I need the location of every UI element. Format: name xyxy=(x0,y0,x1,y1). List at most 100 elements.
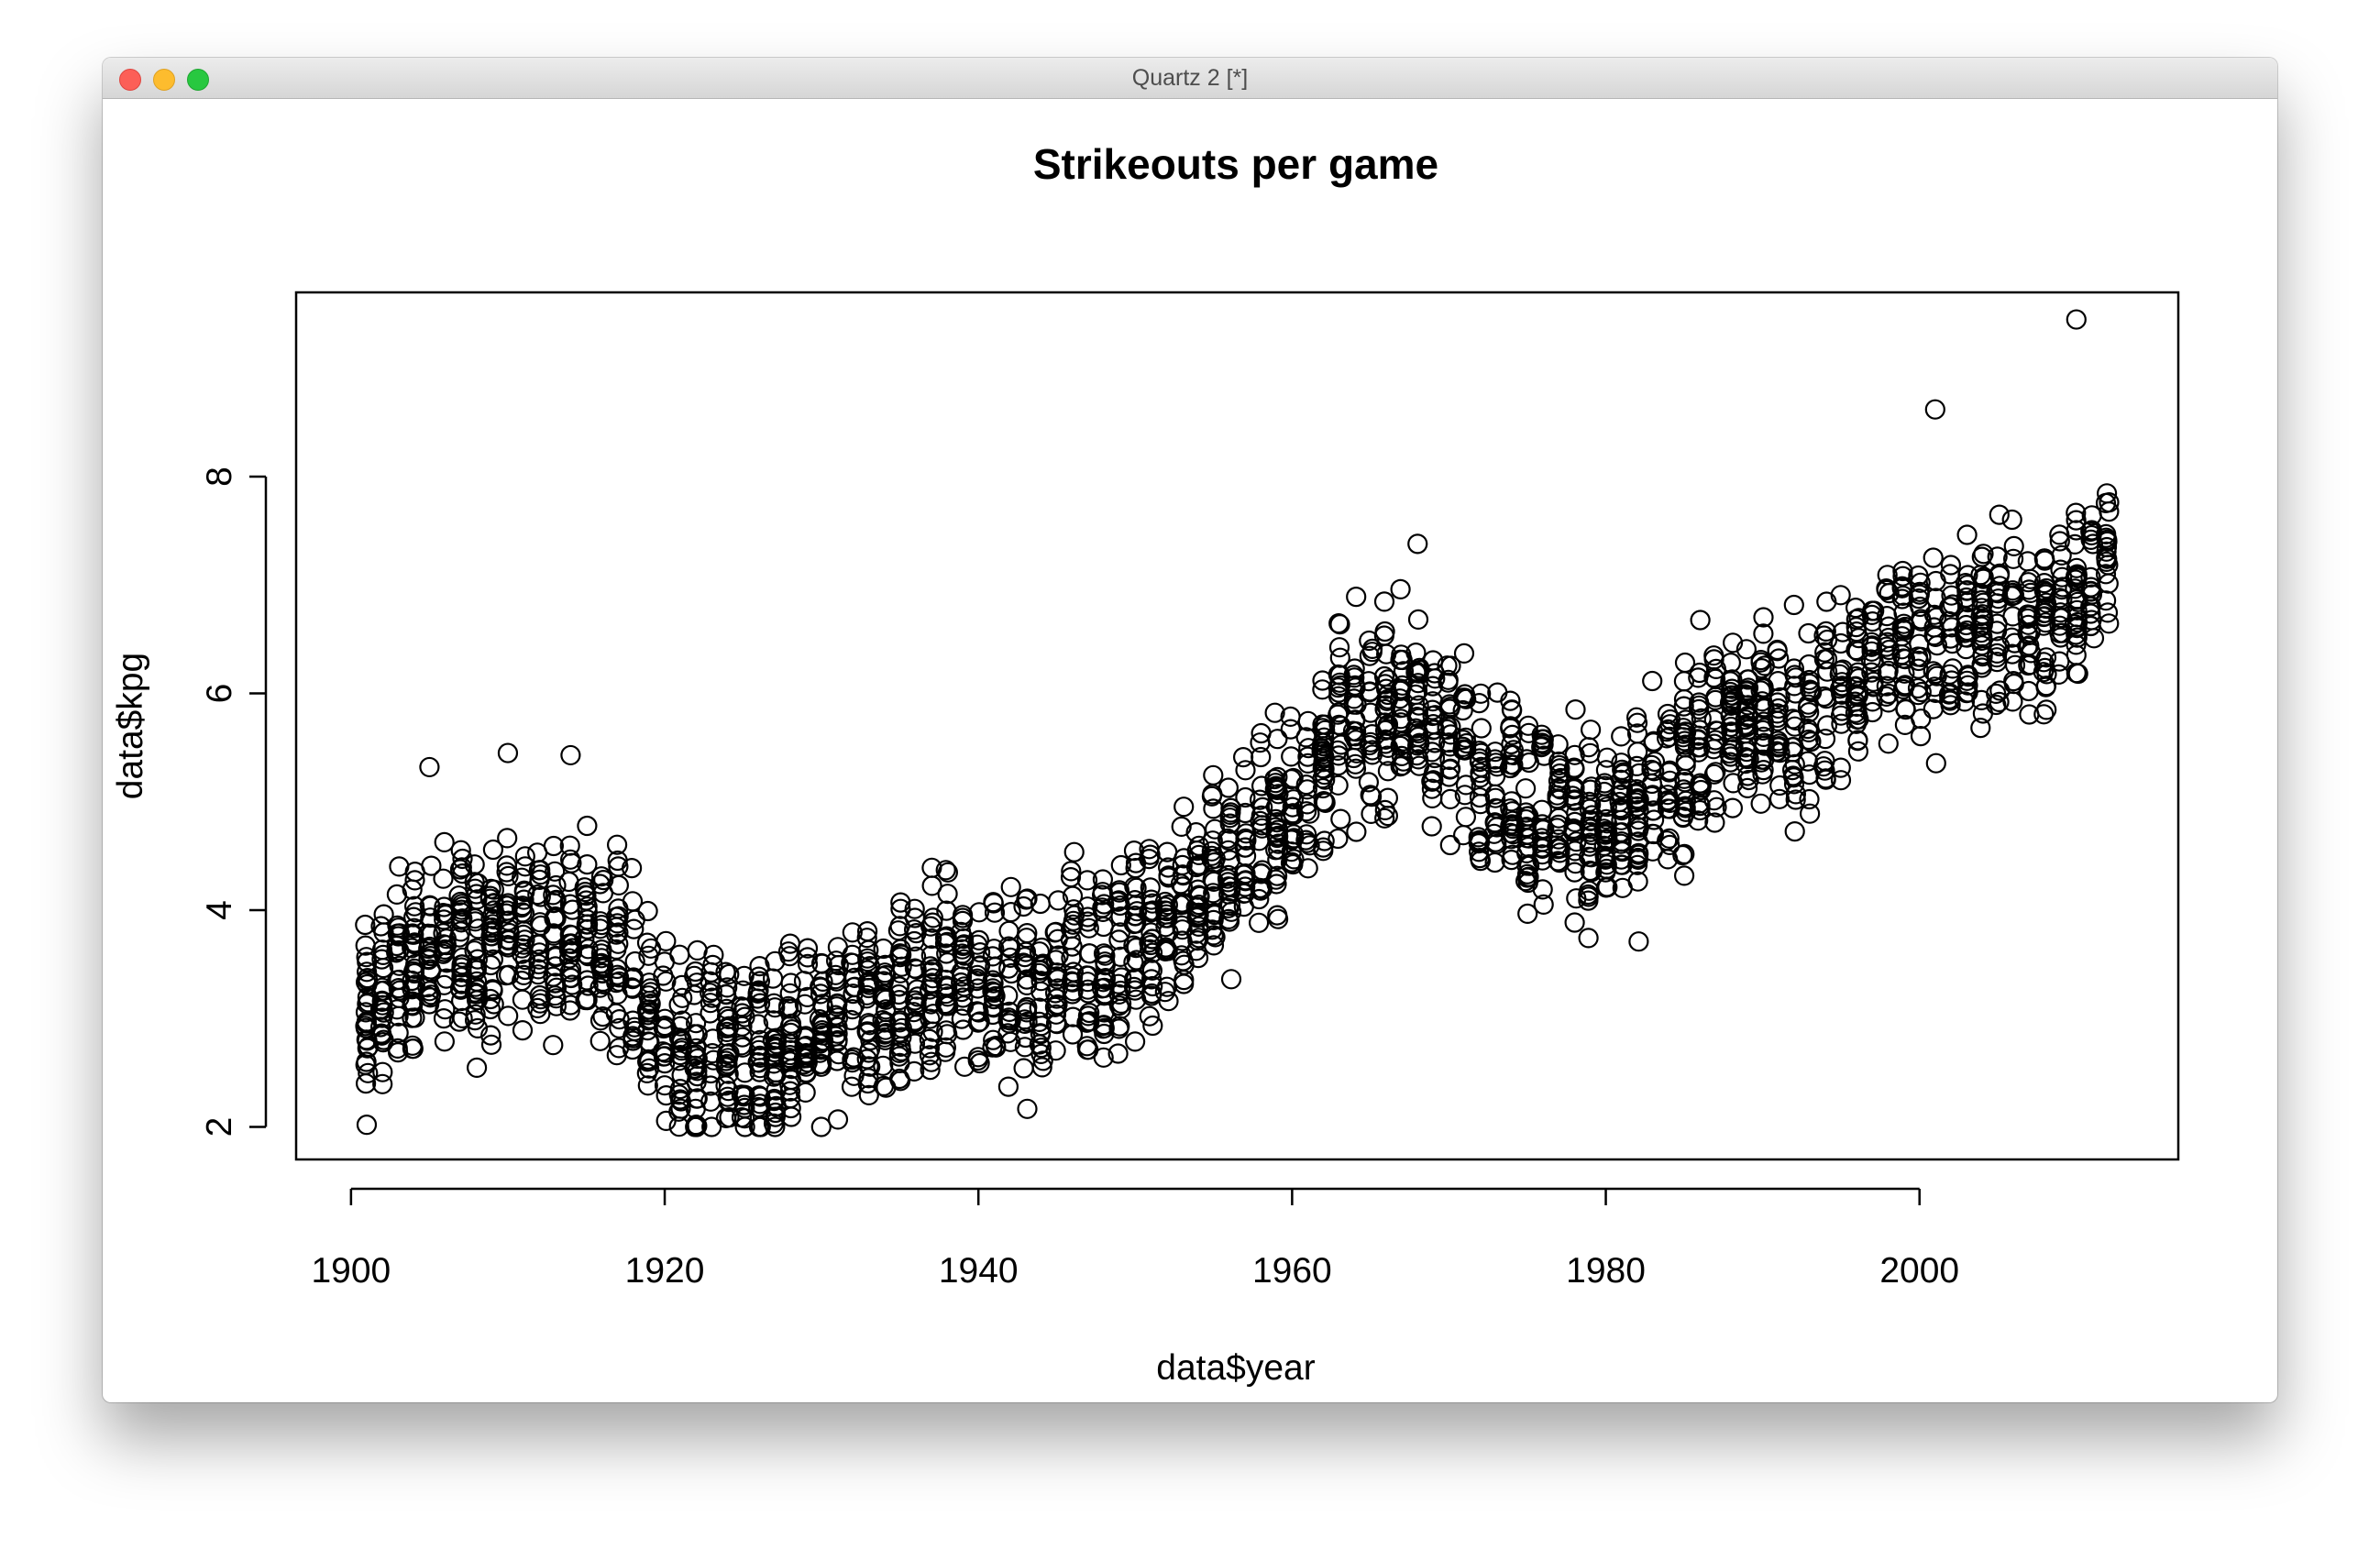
data-point xyxy=(1140,877,1161,898)
data-point xyxy=(605,1003,626,1024)
data-point xyxy=(1847,685,1868,707)
data-point xyxy=(1266,865,1288,886)
data-point xyxy=(465,957,486,978)
data-point xyxy=(654,1052,676,1074)
data-point xyxy=(1154,982,1175,1003)
data-point xyxy=(2003,548,2024,569)
data-point xyxy=(1187,947,1209,969)
data-point xyxy=(606,939,627,961)
data-point xyxy=(920,1008,941,1029)
data-point xyxy=(1986,694,2007,716)
data-point xyxy=(969,1052,990,1074)
data-point xyxy=(717,1053,738,1075)
data-point xyxy=(1799,803,1821,824)
data-point xyxy=(1235,760,1256,781)
data-point xyxy=(1516,863,1538,884)
data-point xyxy=(1910,725,1932,747)
data-point xyxy=(2066,309,2087,330)
data-point xyxy=(967,1049,988,1071)
data-point xyxy=(1281,768,1302,790)
data-point xyxy=(402,879,423,900)
data-point xyxy=(968,902,990,923)
data-point xyxy=(1783,767,1804,788)
data-point xyxy=(1613,762,1634,783)
data-point xyxy=(969,941,991,963)
data-point xyxy=(1438,672,1459,693)
data-point xyxy=(1565,698,1586,720)
data-point xyxy=(1422,650,1444,671)
data-point xyxy=(1314,830,1335,851)
data-point xyxy=(936,1020,957,1041)
data-point xyxy=(512,924,534,946)
zoom-button[interactable] xyxy=(187,69,209,91)
data-point xyxy=(560,967,581,989)
data-point xyxy=(1329,647,1350,668)
data-point xyxy=(482,949,503,970)
data-point xyxy=(1923,625,1945,646)
data-point xyxy=(1456,688,1477,709)
data-point xyxy=(1470,767,1491,788)
data-point xyxy=(1063,841,1085,862)
data-point xyxy=(935,860,956,881)
data-point xyxy=(1251,775,1273,796)
data-point xyxy=(1722,797,1744,818)
data-point xyxy=(1722,669,1743,690)
data-point xyxy=(1218,911,1240,932)
data-point xyxy=(1861,662,1882,683)
data-point xyxy=(355,914,376,936)
data-point xyxy=(1078,917,1099,939)
data-point xyxy=(483,879,504,900)
data-point xyxy=(686,1115,707,1136)
data-point xyxy=(1110,993,1132,1015)
data-point xyxy=(1784,716,1805,737)
data-point xyxy=(1439,788,1461,810)
data-point xyxy=(1016,974,1038,996)
data-point xyxy=(1172,854,1193,876)
data-point xyxy=(2098,573,2119,594)
minimize-button[interactable] xyxy=(153,69,175,91)
data-point xyxy=(1658,828,1680,849)
data-point xyxy=(734,1097,755,1119)
data-point xyxy=(1393,661,1415,682)
data-point xyxy=(1892,560,1913,582)
data-point xyxy=(1972,626,1993,647)
data-point xyxy=(1030,1023,1051,1044)
data-point xyxy=(1815,768,1836,789)
data-point xyxy=(1750,793,1771,814)
data-point xyxy=(921,875,942,896)
data-point xyxy=(1735,737,1756,758)
chart-title: Strikeouts per game xyxy=(1033,140,1438,188)
data-point xyxy=(1455,807,1477,828)
data-point xyxy=(1110,946,1131,968)
data-point xyxy=(403,933,425,955)
close-button[interactable] xyxy=(119,69,141,91)
data-point xyxy=(371,1025,392,1046)
data-point xyxy=(1312,777,1334,799)
data-point xyxy=(986,1037,1007,1058)
data-point xyxy=(420,987,441,1008)
title-bar[interactable]: Quartz 2 [*] xyxy=(103,58,2277,99)
data-point xyxy=(577,815,598,837)
data-point xyxy=(702,954,723,976)
data-point xyxy=(1487,682,1508,703)
data-point xyxy=(2095,564,2117,585)
data-point xyxy=(747,1014,769,1035)
data-point xyxy=(1799,788,1820,810)
data-point xyxy=(966,970,987,992)
data-point xyxy=(1564,862,1585,883)
data-point xyxy=(1249,888,1270,910)
data-point xyxy=(1468,841,1490,862)
data-point xyxy=(2066,627,2088,648)
data-point xyxy=(574,877,595,898)
data-point xyxy=(1501,791,1522,812)
y-axis-label: data$kpg xyxy=(111,653,150,799)
data-point xyxy=(951,966,973,987)
data-point xyxy=(592,1005,613,1027)
data-point xyxy=(1283,805,1305,826)
data-point xyxy=(1232,746,1254,768)
y-tick-label: 8 xyxy=(200,467,239,487)
data-point xyxy=(543,835,564,857)
data-point xyxy=(1534,745,1555,766)
data-point xyxy=(2066,634,2087,655)
data-point xyxy=(1108,929,1129,950)
